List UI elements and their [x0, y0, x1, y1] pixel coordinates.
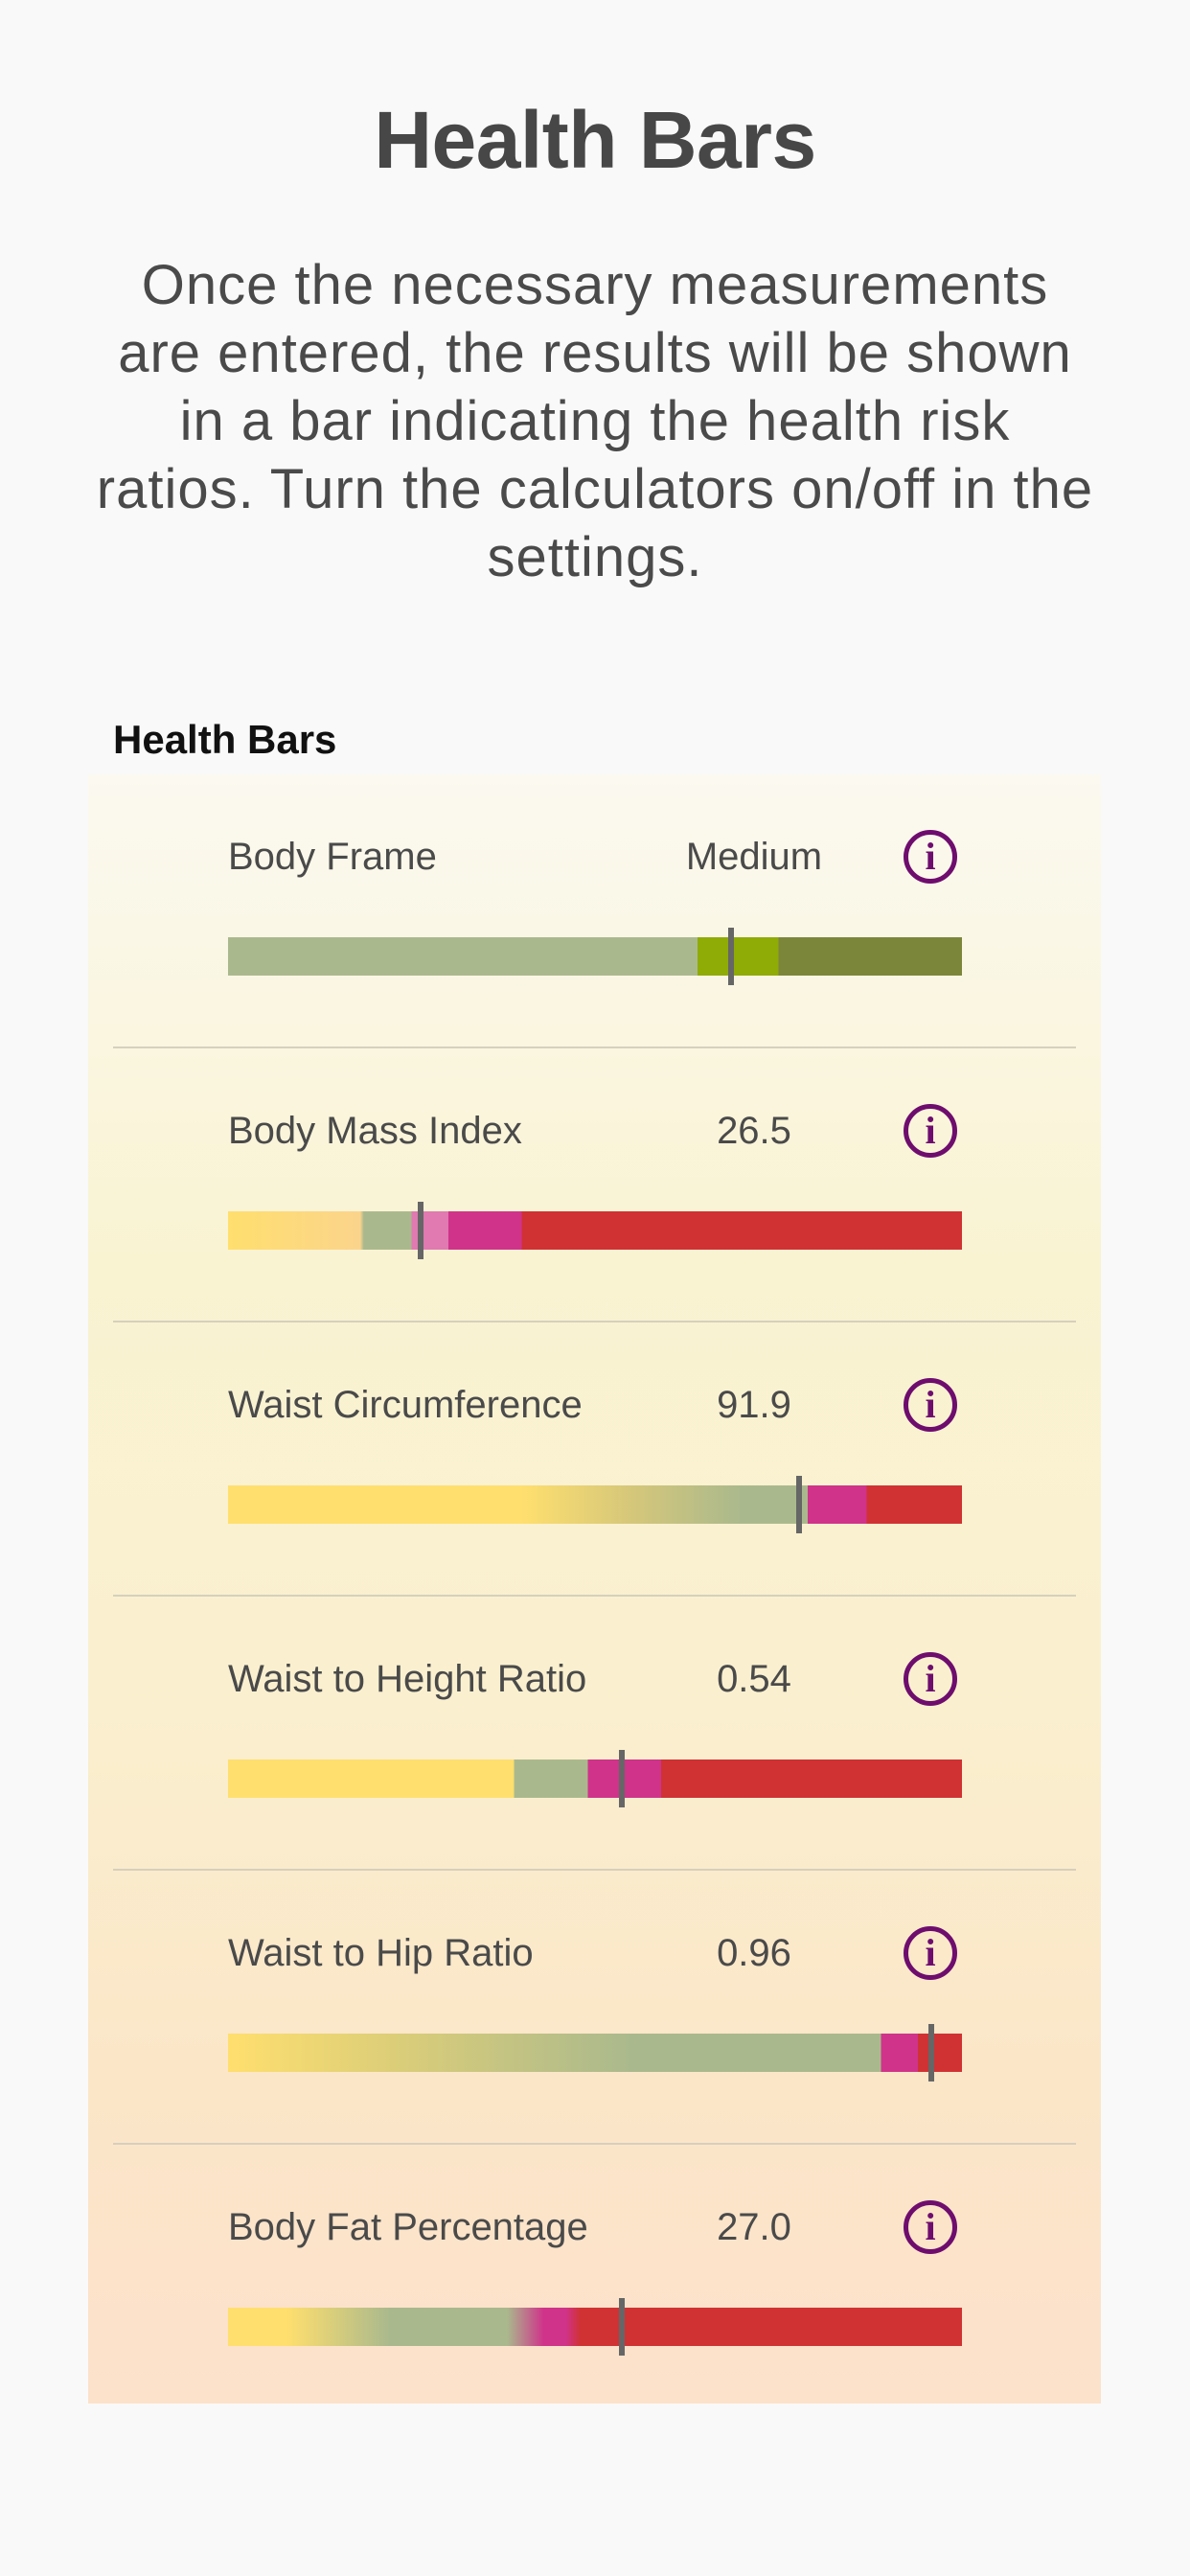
health-risk-bar: [228, 1750, 962, 1807]
row-label: Body Mass Index: [228, 1110, 522, 1152]
health-risk-bar: [228, 1476, 962, 1533]
info-icon[interactable]: i: [904, 1378, 957, 1432]
row-value: 0.96: [717, 1932, 791, 1974]
section-header: Health Bars: [113, 717, 337, 762]
value-marker: [727, 928, 734, 985]
health-bar-row-waist-to-hip-ratio: Waist to Hip Ratio 0.96 i: [88, 1871, 1101, 2145]
risk-bar-fill: [228, 1760, 962, 1798]
row-label: Body Fat Percentage: [228, 2206, 588, 2248]
info-icon[interactable]: i: [904, 830, 957, 884]
value-marker: [927, 2024, 934, 2082]
info-icon[interactable]: i: [904, 1104, 957, 1158]
row-value: 91.9: [717, 1384, 791, 1426]
page-title: Health Bars: [374, 95, 816, 185]
row-divider: [113, 1869, 1076, 1871]
row-divider: [113, 1595, 1076, 1597]
health-bar-row-body-mass-index: Body Mass Index 26.5 i: [88, 1048, 1101, 1322]
risk-bar-fill: [228, 937, 962, 976]
health-bars-panel: Body Frame Medium i Body Mass Index 26.5 i Wai…: [88, 774, 1101, 2404]
health-risk-bar: [228, 928, 962, 985]
value-marker: [795, 1476, 802, 1533]
health-risk-bar: [228, 2298, 962, 2356]
row-label: Waist Circumference: [228, 1384, 583, 1426]
health-risk-bar: [228, 1202, 962, 1259]
row-value: 27.0: [717, 2206, 791, 2248]
value-marker: [618, 2298, 625, 2356]
health-bar-row-body-fat-percentage: Body Fat Percentage 27.0 i: [88, 2145, 1101, 2419]
row-label: Body Frame: [228, 836, 437, 878]
row-label: Waist to Hip Ratio: [228, 1932, 534, 1974]
value-marker: [418, 1202, 424, 1259]
health-bar-row-waist-to-height-ratio: Waist to Height Ratio 0.54 i: [88, 1597, 1101, 1871]
row-value: Medium: [685, 836, 823, 878]
risk-bar-fill: [228, 1485, 962, 1524]
risk-bar-fill: [228, 1211, 962, 1250]
risk-bar-fill: [228, 2308, 962, 2346]
row-divider: [113, 2143, 1076, 2145]
health-bar-row-body-frame: Body Frame Medium i: [88, 774, 1101, 1048]
row-divider: [113, 1321, 1076, 1322]
info-icon[interactable]: i: [904, 1926, 957, 1980]
info-icon[interactable]: i: [904, 2200, 957, 2254]
risk-bar-fill: [228, 2034, 962, 2072]
info-icon[interactable]: i: [904, 1652, 957, 1706]
row-divider: [113, 1046, 1076, 1048]
intro-text: Once the necessary measurements are ente…: [96, 254, 1094, 588]
row-label: Waist to Height Ratio: [228, 1658, 587, 1700]
health-risk-bar: [228, 2024, 962, 2082]
row-value: 26.5: [717, 1110, 791, 1152]
health-bar-row-waist-circumference: Waist Circumference 91.9 i: [88, 1322, 1101, 1597]
value-marker: [618, 1750, 625, 1807]
row-value: 0.54: [717, 1658, 791, 1700]
